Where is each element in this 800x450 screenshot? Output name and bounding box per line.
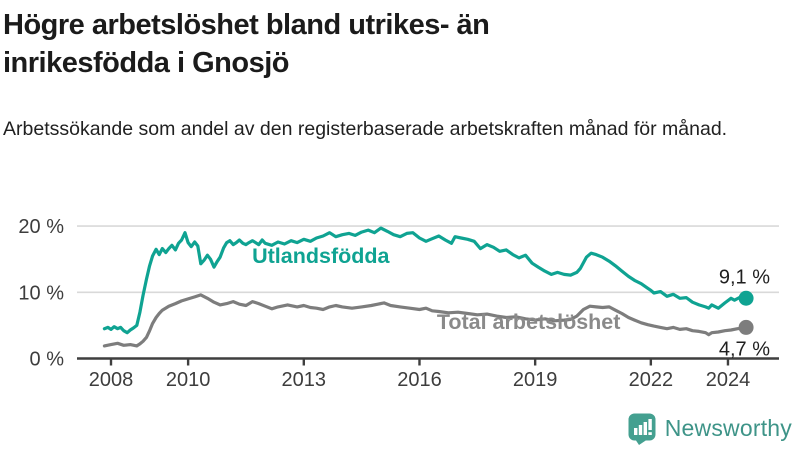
chart-subtitle: Arbetssökande som andel av den registerb…	[3, 118, 728, 140]
newsworthy-logo-icon	[628, 413, 656, 445]
brand-name: Newsworthy	[664, 414, 792, 441]
unemployment-line-chart: 2008 2010 2013 2016 2019 2022 2024 0 % 10 % 20 % U…	[0, 200, 800, 400]
series-line-utlandsf-dda	[102, 226, 748, 335]
x-tick-label-2016: 2016	[397, 369, 442, 391]
x-tick-label-2024: 2024	[706, 369, 751, 391]
x-tick-label-2019: 2019	[513, 369, 558, 391]
page-title: Högre arbetslöshet bland utrikes- än inr…	[3, 9, 490, 79]
y-tick-label-20: 20 %	[18, 216, 64, 238]
series-label-total-arbetsl-shet: Total arbetslöshet	[437, 310, 621, 334]
x-tick-label-2013: 2013	[282, 369, 327, 391]
x-tick-label-2008: 2008	[89, 369, 134, 391]
series-end-dot-total-arbetsl-shet	[738, 319, 754, 335]
series-line-total-arbetsl-shet	[102, 293, 748, 348]
y-tick-label-10: 10 %	[18, 282, 64, 304]
series-label-utlandsf-dda: Utlandsfödda	[252, 244, 390, 268]
series-end-value-total-arbetsl-shet: 4,7 %	[719, 338, 770, 360]
chart-canvas: 2008 2010 2013 2016 2019 2022 2024 0 % 10 % 20 % U…	[18, 216, 779, 391]
series-end-dot-utlandsf-dda	[738, 290, 754, 306]
series-end-value-utlandsf-dda: 9,1 %	[719, 266, 770, 288]
x-tick-label-2022: 2022	[629, 369, 674, 391]
brand-footer[interactable]: Newsworthy	[627, 410, 792, 446]
x-tick-label-2010: 2010	[166, 369, 211, 391]
y-tick-label-0: 0 %	[30, 349, 65, 371]
